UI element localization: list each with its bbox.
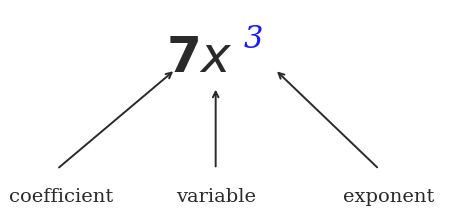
Text: variable: variable [176,189,255,206]
Text: exponent: exponent [343,189,434,206]
Text: coefficient: coefficient [9,189,114,206]
Text: 3: 3 [244,24,264,54]
Text: $\mathit{x}$: $\mathit{x}$ [199,34,232,83]
Text: $\mathbf{7}$: $\mathbf{7}$ [166,34,199,83]
